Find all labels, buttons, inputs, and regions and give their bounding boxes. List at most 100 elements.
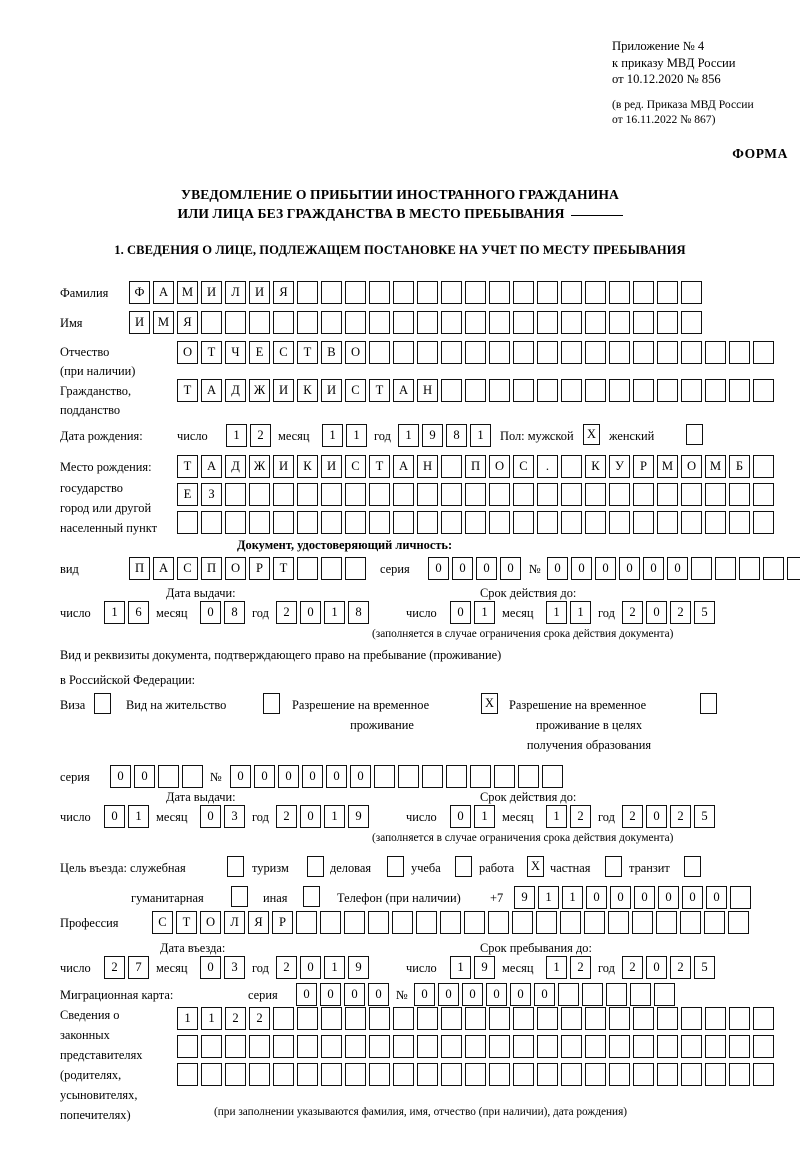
char-cell[interactable]: 0 (634, 886, 655, 909)
char-cell[interactable] (441, 1063, 462, 1086)
char-cell[interactable] (561, 1035, 582, 1058)
char-cell[interactable]: И (321, 455, 342, 478)
char-cell[interactable] (730, 886, 751, 909)
char-cell[interactable]: Ж (249, 455, 270, 478)
char-cell[interactable] (729, 379, 750, 402)
char-cell[interactable]: К (585, 455, 606, 478)
char-cell[interactable]: 8 (224, 601, 245, 624)
char-cell[interactable] (369, 483, 390, 506)
char-cell[interactable] (321, 311, 342, 334)
char-cell[interactable]: Е (249, 341, 270, 364)
char-cell[interactable] (321, 557, 342, 580)
char-cell[interactable] (465, 341, 486, 364)
char-cell[interactable]: 6 (128, 601, 149, 624)
char-cell[interactable] (561, 455, 582, 478)
char-cell[interactable]: Л (224, 911, 245, 934)
char-cell[interactable]: 1 (226, 424, 247, 447)
char-cell[interactable]: 0 (571, 557, 592, 580)
char-cell[interactable] (297, 1035, 318, 1058)
char-cell[interactable] (297, 483, 318, 506)
char-cell[interactable]: П (465, 455, 486, 478)
char-cell[interactable] (729, 1063, 750, 1086)
char-cell[interactable]: И (249, 281, 270, 304)
char-cell[interactable]: 8 (446, 424, 467, 447)
char-cell[interactable] (585, 379, 606, 402)
char-cell[interactable]: М (153, 311, 174, 334)
char-cell[interactable] (681, 1063, 702, 1086)
char-cell[interactable]: 0 (254, 765, 275, 788)
char-cell[interactable] (273, 311, 294, 334)
char-cell[interactable] (681, 341, 702, 364)
char-cell[interactable] (704, 911, 725, 934)
char-cell[interactable] (657, 379, 678, 402)
char-cell[interactable]: Д (225, 455, 246, 478)
char-cell[interactable] (654, 983, 675, 1006)
char-cell[interactable] (561, 341, 582, 364)
char-cell[interactable] (177, 1063, 198, 1086)
char-cell[interactable] (609, 511, 630, 534)
char-cell[interactable] (585, 341, 606, 364)
char-cell[interactable]: 0 (619, 557, 640, 580)
char-cell[interactable]: 0 (438, 983, 459, 1006)
checkbox-temp-residence-edu[interactable] (700, 693, 717, 714)
char-cell[interactable]: Я (177, 311, 198, 334)
char-cell[interactable] (489, 281, 510, 304)
char-cell[interactable] (440, 911, 461, 934)
char-cell[interactable] (729, 1007, 750, 1030)
char-cell[interactable] (537, 483, 558, 506)
char-cell[interactable]: А (153, 281, 174, 304)
char-cell[interactable] (345, 557, 366, 580)
char-cell[interactable] (561, 379, 582, 402)
char-cell[interactable]: Р (249, 557, 270, 580)
char-cell[interactable]: 9 (422, 424, 443, 447)
char-cell[interactable]: 0 (646, 601, 667, 624)
char-cell[interactable] (494, 765, 515, 788)
char-cell[interactable]: 2 (622, 601, 643, 624)
char-cell[interactable] (633, 1035, 654, 1058)
char-cell[interactable] (369, 311, 390, 334)
char-cell[interactable]: И (129, 311, 150, 334)
char-cell[interactable] (297, 557, 318, 580)
char-cell[interactable]: 0 (646, 805, 667, 828)
char-cell[interactable]: 0 (450, 601, 471, 624)
char-cell[interactable]: 0 (476, 557, 497, 580)
char-cell[interactable] (441, 379, 462, 402)
checkbox-purpose-study[interactable] (455, 856, 472, 877)
char-cell[interactable] (321, 1035, 342, 1058)
char-cell[interactable] (609, 311, 630, 334)
char-cell[interactable]: 5 (694, 956, 715, 979)
char-cell[interactable]: 3 (224, 805, 245, 828)
char-cell[interactable] (297, 281, 318, 304)
char-cell[interactable]: 1 (177, 1007, 198, 1030)
char-cell[interactable]: 1 (201, 1007, 222, 1030)
char-cell[interactable]: Р (633, 455, 654, 478)
char-cell[interactable]: 9 (474, 956, 495, 979)
char-cell[interactable] (705, 511, 726, 534)
char-cell[interactable]: 0 (452, 557, 473, 580)
checkbox-purpose-other[interactable] (303, 886, 320, 907)
char-cell[interactable] (177, 511, 198, 534)
char-cell[interactable] (513, 379, 534, 402)
char-cell[interactable] (537, 281, 558, 304)
char-cell[interactable]: Е (177, 483, 198, 506)
char-cell[interactable]: Т (177, 455, 198, 478)
char-cell[interactable]: 0 (326, 765, 347, 788)
char-cell[interactable]: 2 (276, 601, 297, 624)
char-cell[interactable] (537, 1007, 558, 1030)
char-cell[interactable]: К (297, 379, 318, 402)
char-cell[interactable]: 0 (200, 805, 221, 828)
char-cell[interactable]: 0 (658, 886, 679, 909)
char-cell[interactable] (345, 1063, 366, 1086)
char-cell[interactable] (513, 311, 534, 334)
char-cell[interactable] (321, 281, 342, 304)
char-cell[interactable] (393, 311, 414, 334)
char-cell[interactable] (345, 311, 366, 334)
char-cell[interactable]: С (152, 911, 173, 934)
char-cell[interactable] (657, 281, 678, 304)
char-cell[interactable] (369, 341, 390, 364)
